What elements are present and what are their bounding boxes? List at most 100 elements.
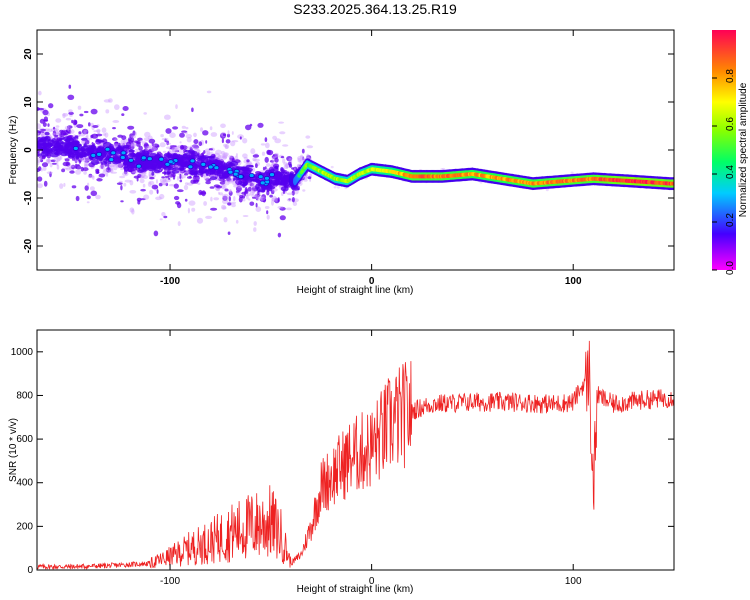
noise-speck bbox=[242, 137, 248, 144]
noise-speck bbox=[129, 133, 134, 139]
noise-speck bbox=[120, 200, 124, 203]
cloud-speck bbox=[86, 153, 92, 157]
noise-speck bbox=[55, 125, 60, 128]
hot-speck bbox=[104, 146, 111, 152]
cloud-speck bbox=[44, 131, 50, 136]
noise-speck bbox=[105, 172, 109, 177]
noise-speck bbox=[307, 176, 312, 180]
noise-speck bbox=[222, 195, 228, 201]
noise-speck bbox=[231, 177, 234, 183]
noise-speck bbox=[196, 217, 204, 224]
noise-speck bbox=[51, 162, 58, 165]
noise-speck bbox=[39, 128, 47, 132]
noise-speck bbox=[198, 141, 203, 147]
noise-speck bbox=[183, 151, 186, 154]
noise-speck bbox=[68, 111, 74, 115]
noise-speck bbox=[249, 185, 257, 189]
noise-speck bbox=[306, 145, 314, 149]
cloud-speck bbox=[188, 168, 196, 172]
noise-speck bbox=[95, 194, 101, 200]
noise-speck bbox=[159, 193, 165, 200]
cloud-speck bbox=[81, 137, 88, 141]
noise-speck bbox=[134, 131, 137, 136]
noise-speck bbox=[38, 90, 42, 96]
noise-speck bbox=[83, 170, 87, 175]
noise-speck bbox=[253, 227, 257, 232]
noise-speck bbox=[181, 130, 188, 133]
noise-speck bbox=[142, 183, 146, 188]
noise-speck bbox=[121, 113, 125, 116]
cloud-speck bbox=[47, 139, 53, 143]
noise-speck bbox=[246, 195, 249, 200]
noise-speck bbox=[39, 156, 43, 162]
noise-speck bbox=[205, 180, 211, 185]
noise-speck bbox=[162, 150, 167, 153]
x-tick-label: 100 bbox=[565, 576, 582, 587]
noise-speck bbox=[248, 198, 251, 201]
cloud-speck bbox=[201, 155, 210, 159]
noise-speck bbox=[120, 185, 123, 191]
cloud-speck bbox=[123, 166, 129, 172]
noise-speck bbox=[83, 110, 89, 114]
noise-speck bbox=[37, 131, 45, 134]
noise-speck bbox=[288, 157, 293, 163]
noise-speck bbox=[252, 157, 257, 162]
noise-speck bbox=[40, 168, 43, 172]
cloud-speck bbox=[285, 171, 290, 175]
noise-speck bbox=[259, 196, 266, 201]
noise-speck bbox=[239, 136, 242, 140]
noise-speck bbox=[188, 200, 196, 206]
noise-speck bbox=[169, 145, 177, 148]
noise-speck bbox=[46, 158, 51, 163]
noise-speck bbox=[60, 130, 67, 137]
noise-speck bbox=[217, 154, 222, 161]
noise-speck bbox=[53, 126, 56, 130]
noise-speck bbox=[75, 169, 82, 175]
noise-speck bbox=[245, 124, 252, 131]
cloud-speck bbox=[100, 161, 108, 165]
noise-speck bbox=[148, 138, 156, 144]
colorbar-tick-label: 0.6 bbox=[725, 117, 736, 131]
noise-speck bbox=[227, 202, 232, 206]
noise-speck bbox=[49, 162, 53, 168]
noise-speck bbox=[56, 160, 59, 166]
hot-speck bbox=[227, 169, 234, 175]
noise-speck bbox=[156, 179, 158, 184]
noise-speck bbox=[128, 139, 132, 142]
cloud-speck bbox=[282, 171, 287, 174]
noise-speck bbox=[59, 183, 64, 189]
noise-speck bbox=[65, 167, 72, 171]
hot-speck bbox=[146, 156, 153, 162]
colorbar-label: Normalized spectral amplitude bbox=[738, 82, 749, 217]
noise-speck bbox=[222, 193, 229, 199]
noise-speck bbox=[242, 153, 248, 158]
noise-speck bbox=[269, 160, 275, 163]
hot-speck bbox=[140, 155, 147, 161]
noise-speck bbox=[193, 145, 200, 149]
noise-speck bbox=[69, 170, 75, 174]
noise-speck bbox=[137, 137, 143, 141]
noise-speck bbox=[185, 126, 189, 130]
cloud-speck bbox=[51, 138, 56, 144]
noise-speck bbox=[164, 114, 171, 120]
colorbar-tick-label: 0.0 bbox=[725, 261, 736, 275]
noise-speck bbox=[43, 180, 48, 187]
noise-speck bbox=[159, 218, 163, 221]
cloud-speck bbox=[179, 165, 185, 171]
noise-speck bbox=[246, 159, 250, 163]
noise-speck bbox=[301, 148, 305, 154]
noise-speck bbox=[53, 157, 61, 162]
hot-speck bbox=[263, 175, 270, 181]
noise-speck bbox=[178, 149, 184, 154]
cloud-speck bbox=[149, 161, 154, 165]
noise-speck bbox=[88, 173, 93, 178]
colorbar: 0.0 0.2 0.4 0.6 0.8 Normalized spectral ampl… bbox=[712, 30, 749, 275]
noise-speck bbox=[260, 143, 266, 146]
noise-speck bbox=[206, 90, 212, 94]
cloud-speck bbox=[243, 182, 248, 186]
noise-speck bbox=[179, 132, 185, 138]
noise-speck bbox=[50, 127, 58, 133]
noise-speck bbox=[120, 142, 125, 145]
cloud-speck bbox=[245, 167, 253, 172]
noise-speck bbox=[169, 173, 172, 177]
